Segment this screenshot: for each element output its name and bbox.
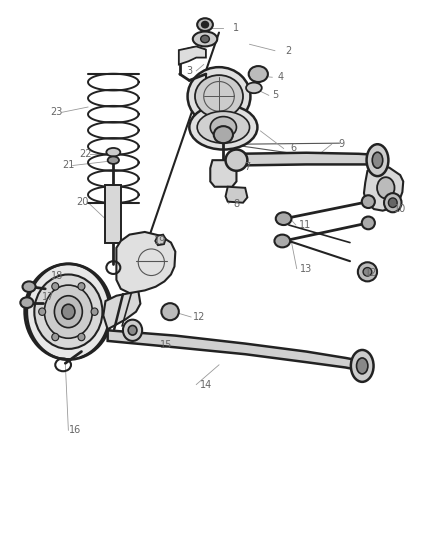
Text: 19: 19 — [154, 236, 166, 246]
Ellipse shape — [389, 198, 397, 207]
Ellipse shape — [275, 235, 290, 247]
Ellipse shape — [357, 358, 368, 374]
Text: 22: 22 — [80, 149, 92, 159]
Polygon shape — [117, 232, 175, 293]
Ellipse shape — [39, 308, 46, 316]
Ellipse shape — [201, 35, 209, 43]
Text: 11: 11 — [299, 220, 311, 230]
Ellipse shape — [108, 157, 119, 164]
Ellipse shape — [377, 177, 395, 198]
Ellipse shape — [197, 111, 250, 143]
Text: 4: 4 — [277, 72, 283, 82]
Ellipse shape — [52, 333, 59, 341]
Ellipse shape — [123, 320, 142, 341]
Ellipse shape — [276, 212, 291, 225]
Ellipse shape — [249, 66, 268, 82]
Ellipse shape — [363, 268, 372, 276]
Text: 6: 6 — [290, 143, 296, 154]
Text: 10: 10 — [394, 204, 406, 214]
Ellipse shape — [189, 105, 258, 150]
Text: 12: 12 — [193, 312, 205, 322]
Polygon shape — [237, 153, 377, 165]
Text: 15: 15 — [160, 340, 173, 350]
Ellipse shape — [351, 350, 374, 382]
Ellipse shape — [52, 282, 59, 290]
Ellipse shape — [226, 150, 247, 171]
Ellipse shape — [187, 67, 251, 126]
Ellipse shape — [195, 75, 243, 118]
Text: 20: 20 — [77, 197, 89, 207]
Ellipse shape — [214, 126, 233, 143]
Ellipse shape — [62, 304, 75, 319]
Ellipse shape — [34, 274, 102, 349]
Text: 17: 17 — [42, 292, 54, 302]
Ellipse shape — [358, 262, 377, 281]
Ellipse shape — [372, 152, 383, 168]
Ellipse shape — [384, 193, 402, 212]
Text: 7: 7 — [244, 161, 251, 172]
Ellipse shape — [197, 18, 213, 31]
Text: 9: 9 — [338, 139, 344, 149]
Text: 5: 5 — [272, 90, 279, 100]
Ellipse shape — [22, 281, 35, 292]
Polygon shape — [210, 160, 237, 187]
Ellipse shape — [78, 333, 85, 341]
Polygon shape — [179, 46, 206, 64]
Polygon shape — [155, 235, 166, 245]
Ellipse shape — [210, 117, 237, 138]
Ellipse shape — [201, 21, 208, 28]
Ellipse shape — [20, 297, 33, 308]
Bar — [106, 185, 121, 243]
Ellipse shape — [362, 216, 375, 229]
Ellipse shape — [78, 282, 85, 290]
Ellipse shape — [362, 195, 375, 208]
Ellipse shape — [161, 303, 179, 320]
Text: 14: 14 — [200, 379, 212, 390]
Ellipse shape — [91, 308, 98, 316]
Text: 12: 12 — [365, 268, 377, 278]
Ellipse shape — [54, 296, 82, 328]
Polygon shape — [364, 165, 403, 211]
Text: 2: 2 — [286, 46, 292, 55]
Ellipse shape — [367, 144, 389, 176]
Ellipse shape — [246, 83, 262, 93]
Text: 23: 23 — [50, 107, 63, 117]
Ellipse shape — [128, 326, 137, 335]
Text: 3: 3 — [186, 66, 192, 76]
Polygon shape — [226, 187, 247, 203]
Polygon shape — [103, 290, 141, 329]
Ellipse shape — [44, 285, 92, 338]
Text: 8: 8 — [233, 199, 240, 209]
Ellipse shape — [25, 264, 112, 360]
Text: 1: 1 — [233, 23, 239, 34]
Text: 16: 16 — [69, 425, 81, 435]
Text: 18: 18 — [51, 271, 64, 281]
Polygon shape — [108, 330, 362, 370]
Text: 21: 21 — [62, 160, 74, 171]
Ellipse shape — [193, 31, 217, 46]
Ellipse shape — [106, 148, 120, 157]
Text: 13: 13 — [300, 264, 312, 273]
